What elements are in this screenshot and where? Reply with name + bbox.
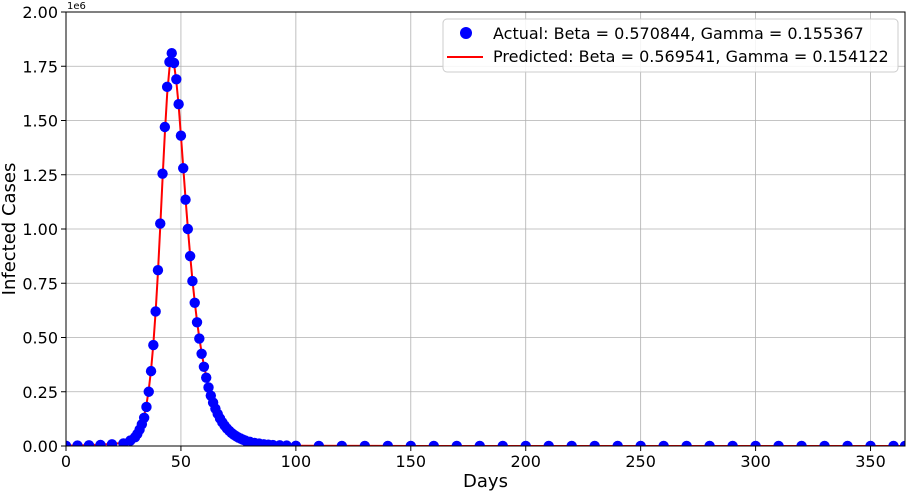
actual-point xyxy=(157,168,168,179)
x-tick-label: 250 xyxy=(625,452,656,471)
actual-point xyxy=(83,440,95,446)
actual-point xyxy=(191,317,203,328)
actual-point xyxy=(182,223,194,235)
actual-point xyxy=(175,130,187,141)
actual-point xyxy=(187,275,198,287)
y-tick-label: 0.50 xyxy=(22,329,58,348)
actual-point xyxy=(161,81,173,93)
actual-point xyxy=(178,163,189,174)
actual-point xyxy=(150,306,161,317)
y-offset-label: 1e6 xyxy=(67,1,86,12)
actual-point xyxy=(281,440,292,446)
legend-label-actual: Actual: Beta = 0.570844, Gamma = 0.15536… xyxy=(493,24,864,43)
actual-point xyxy=(865,440,876,446)
actual-point xyxy=(899,440,905,446)
actual-point xyxy=(451,440,462,446)
x-tick-label: 100 xyxy=(281,452,312,471)
actual-series xyxy=(66,48,905,446)
actual-point xyxy=(658,440,669,446)
legend: Actual: Beta = 0.570844, Gamma = 0.15536… xyxy=(442,18,899,73)
actual-point xyxy=(704,440,715,446)
actual-point xyxy=(166,48,177,59)
y-tick-label: 0.00 xyxy=(22,437,58,456)
actual-point xyxy=(888,440,899,446)
y-tick-label: 1.00 xyxy=(22,220,58,239)
x-axis-label: Days xyxy=(463,471,508,492)
y-tick-label: 1.50 xyxy=(22,112,58,131)
actual-point xyxy=(180,194,191,205)
actual-point xyxy=(612,440,623,446)
actual-point xyxy=(474,440,485,446)
legend-marker-actual xyxy=(460,27,472,39)
actual-point xyxy=(196,348,207,359)
actual-point xyxy=(773,440,784,446)
actual-point xyxy=(842,440,853,446)
actual-point xyxy=(173,99,184,110)
actual-point xyxy=(750,440,761,446)
actual-point xyxy=(727,440,738,446)
x-axis-ticks: 0 50 100 150 200 250 300 350 xyxy=(61,446,886,471)
actual-point xyxy=(159,121,171,133)
actual-point xyxy=(194,333,205,344)
plot-area xyxy=(66,48,905,446)
y-tick-label: 0.75 xyxy=(22,274,58,293)
actual-point xyxy=(152,265,164,276)
y-tick-label: 1.75 xyxy=(22,57,58,76)
x-tick-label: 200 xyxy=(510,452,541,471)
actual-point xyxy=(359,440,371,446)
actual-point xyxy=(148,339,159,351)
actual-point xyxy=(143,386,154,397)
actual-point xyxy=(497,440,508,446)
actual-point xyxy=(796,440,807,446)
actual-point xyxy=(189,297,200,308)
x-tick-label: 300 xyxy=(740,452,771,471)
actual-point xyxy=(141,401,152,413)
actual-point xyxy=(155,218,166,229)
actual-point xyxy=(66,440,72,446)
actual-point xyxy=(635,440,646,446)
actual-point xyxy=(171,74,182,85)
actual-point xyxy=(72,440,83,446)
legend-label-predicted: Predicted: Beta = 0.569541, Gamma = 0.15… xyxy=(493,47,889,66)
actual-point xyxy=(819,440,830,446)
y-tick-label: 0.25 xyxy=(22,383,58,402)
actual-point xyxy=(313,440,325,446)
actual-point xyxy=(520,440,531,446)
actual-point xyxy=(290,440,302,446)
actual-point xyxy=(405,440,416,446)
x-tick-label: 150 xyxy=(396,452,427,471)
actual-point xyxy=(428,440,439,446)
y-axis-ticks: 0.00 0.25 0.50 0.75 1.00 1.25 1.50 1.75 2.00 xyxy=(22,3,66,456)
actual-point xyxy=(543,440,554,446)
y-axis-label: Infected Cases xyxy=(0,163,20,296)
y-tick-label: 2.00 xyxy=(22,3,58,22)
actual-point xyxy=(106,439,118,446)
actual-point xyxy=(168,57,180,69)
actual-point xyxy=(203,382,214,393)
y-tick-label: 1.25 xyxy=(22,166,58,185)
actual-point xyxy=(184,250,196,262)
actual-point xyxy=(201,372,212,383)
x-tick-label: 350 xyxy=(855,452,886,471)
actual-point xyxy=(382,440,394,446)
actual-point xyxy=(336,440,348,446)
actual-point xyxy=(145,365,157,377)
actual-point xyxy=(198,361,210,372)
actual-point xyxy=(681,440,692,446)
actual-point xyxy=(95,439,106,446)
actual-point xyxy=(138,412,150,423)
actual-point xyxy=(589,440,600,446)
x-tick-label: 50 xyxy=(171,452,191,471)
x-tick-label: 0 xyxy=(61,452,71,471)
legend-box xyxy=(442,18,899,73)
actual-point xyxy=(566,440,577,446)
